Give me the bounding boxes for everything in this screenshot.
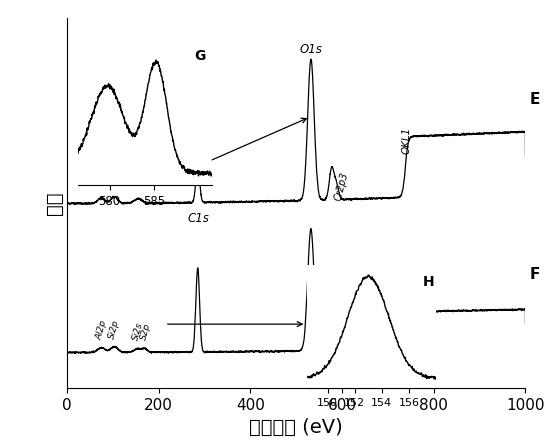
Text: E: E: [530, 93, 541, 108]
Text: O1s: O1s: [300, 43, 323, 56]
Text: C1s: C1s: [188, 213, 210, 225]
Text: Al2p: Al2p: [94, 319, 108, 341]
Text: OKL1: OKL1: [401, 127, 411, 153]
Text: S2p: S2p: [139, 322, 153, 341]
Y-axis label: 强度: 强度: [45, 191, 64, 215]
Text: Si2s: Si2s: [131, 321, 145, 342]
Text: F: F: [530, 267, 541, 282]
X-axis label: 电子强度 (eV): 电子强度 (eV): [249, 419, 343, 437]
Text: H: H: [423, 275, 434, 288]
Text: Cr2p3: Cr2p3: [333, 170, 350, 202]
Text: Si2p: Si2p: [107, 318, 121, 340]
Text: G: G: [195, 49, 206, 63]
